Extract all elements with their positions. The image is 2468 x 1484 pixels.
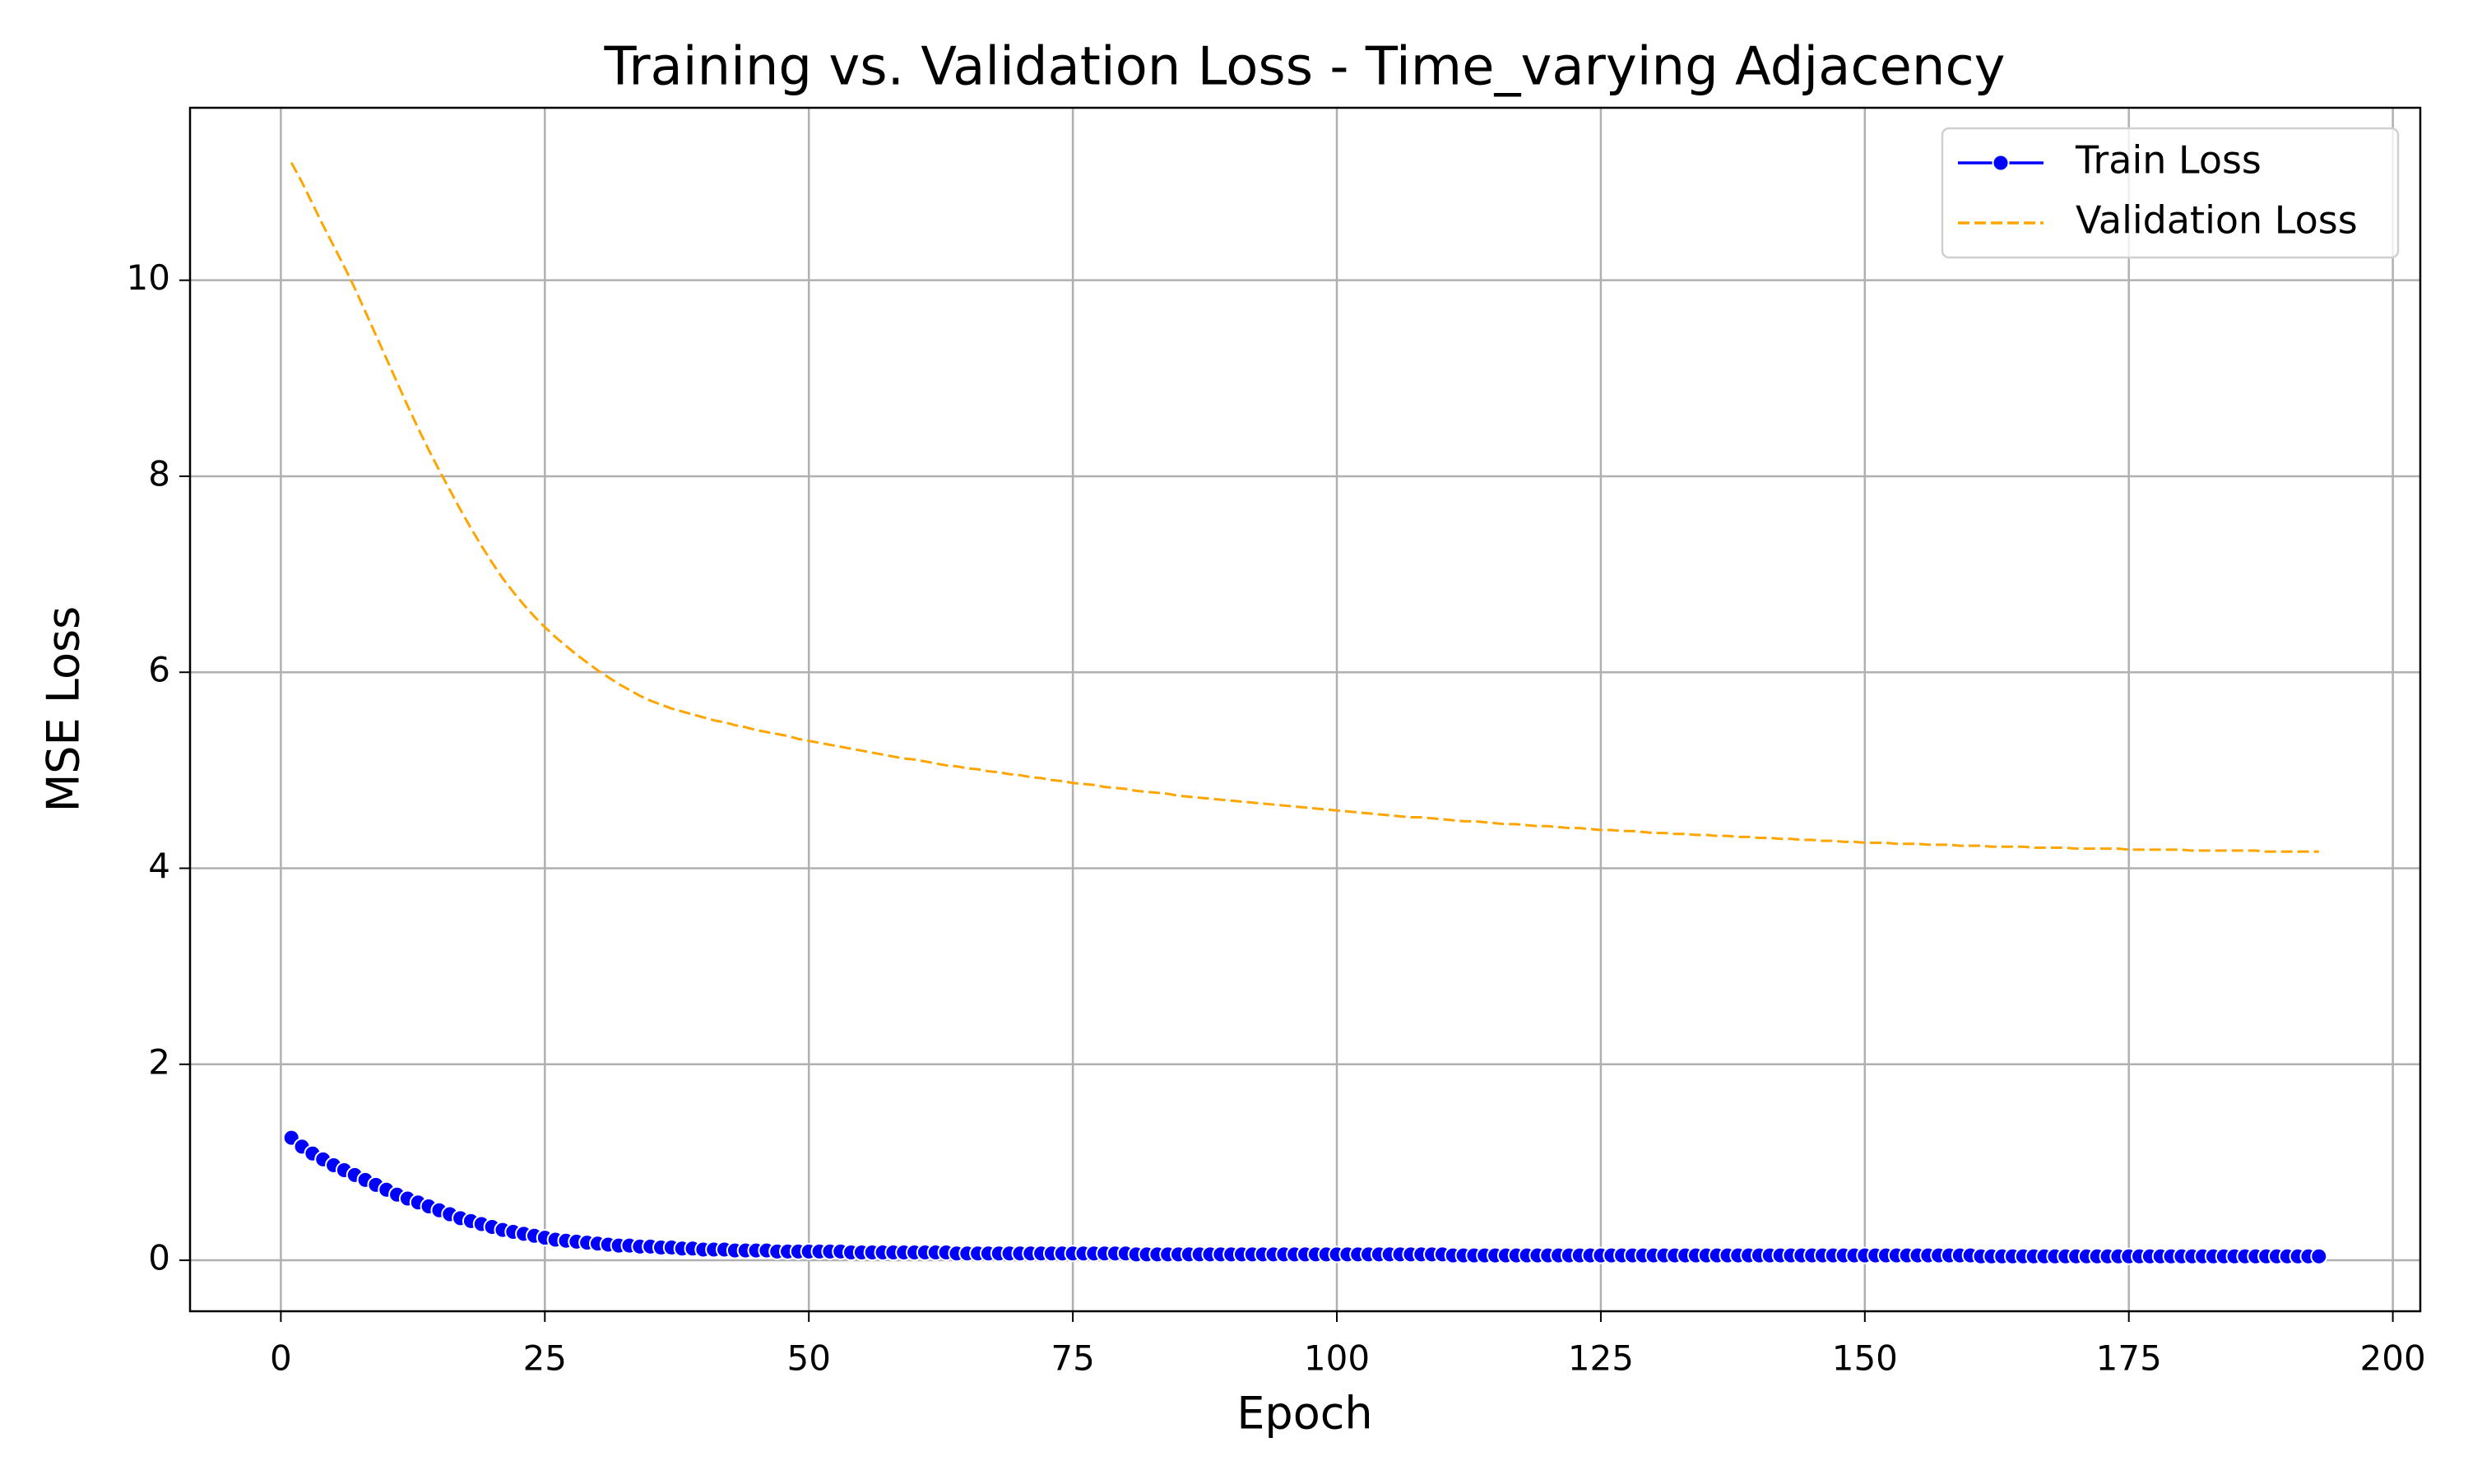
legend-label: Validation Loss bbox=[2076, 198, 2358, 243]
x-tick-label: 25 bbox=[523, 1338, 567, 1379]
x-tick-label: 50 bbox=[786, 1338, 830, 1379]
x-tick-label: 75 bbox=[1051, 1338, 1094, 1379]
y-axis-label: MSE Loss bbox=[38, 606, 90, 813]
series-line bbox=[290, 162, 2319, 853]
legend-label: Train Loss bbox=[2075, 138, 2262, 183]
plot-frame bbox=[188, 106, 2422, 1313]
y-tick-label: 0 bbox=[148, 1238, 170, 1278]
x-tick-label: 100 bbox=[1304, 1338, 1370, 1379]
y-tick-label: 10 bbox=[127, 257, 170, 298]
y-tick-label: 6 bbox=[148, 650, 170, 690]
x-tick-label: 200 bbox=[2360, 1338, 2426, 1379]
y-tick-label: 2 bbox=[148, 1041, 170, 1082]
y-tick-label: 8 bbox=[148, 453, 170, 494]
chart-title: Training vs. Validation Loss - Time_vary… bbox=[604, 37, 2006, 98]
x-tick-label: 175 bbox=[2096, 1338, 2162, 1379]
legend-box bbox=[1941, 127, 2400, 259]
x-tick-label: 0 bbox=[270, 1338, 292, 1379]
x-tick-label: 125 bbox=[1568, 1338, 1634, 1379]
legend-marker bbox=[1992, 154, 2010, 172]
data-point bbox=[2310, 1247, 2328, 1265]
legend: Train Loss Validation Loss bbox=[1941, 127, 2400, 259]
y-tick-label: 4 bbox=[148, 846, 170, 886]
x-tick-label: 150 bbox=[1832, 1338, 1898, 1379]
x-axis-label: Epoch bbox=[1236, 1388, 1372, 1440]
